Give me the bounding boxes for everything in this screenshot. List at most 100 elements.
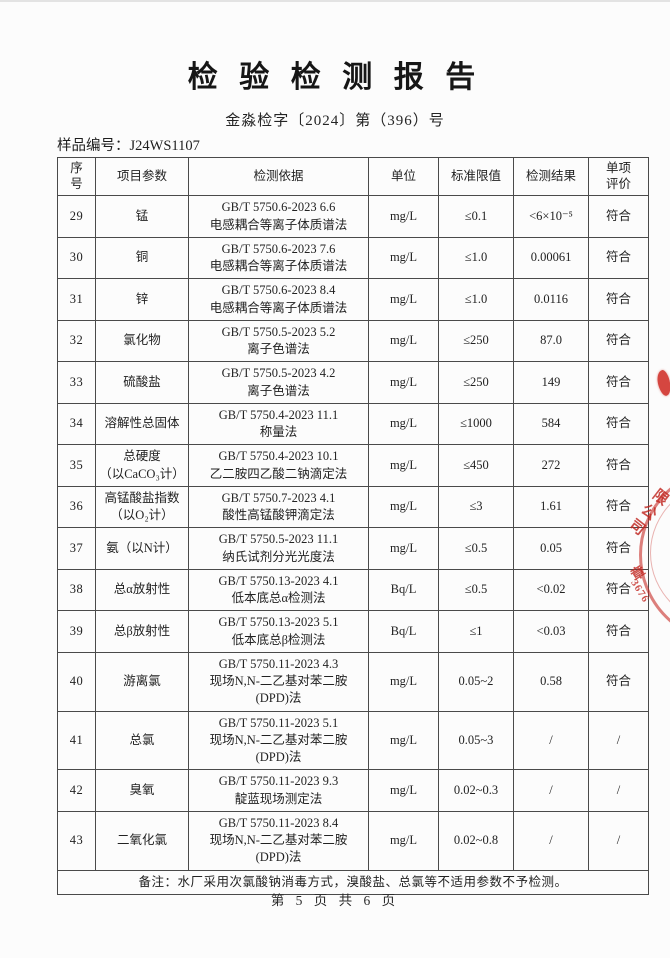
table-row: 32 氯化物 GB/T 5750.5-2023 5.2 离子色谱法 mg/L ≤250 8… [57, 319, 649, 363]
cell-limit: ≤0.1 [438, 195, 514, 238]
table-row: 31 锌 GB/T 5750.6-2023 8.4 电感耦合等离子体质谱法 mg/L ≤… [57, 278, 649, 321]
header-row: 序 号 项目参数 检测依据 单位 标准限值 检测结果 单项 评价 [57, 156, 649, 197]
cell-no: 37 [57, 527, 96, 570]
cell-param: 总硬度 （以CaCO₃计） [95, 444, 189, 487]
cell-no: 42 [57, 769, 96, 812]
cell-eval: 符合 [588, 402, 649, 446]
cell-param: 硫酸盐 [95, 361, 189, 404]
cell-unit: mg/L [368, 710, 439, 771]
red-seal-dot [655, 368, 670, 398]
cell-method: GB/T 5750.11-2023 8.4 现场N,N-二乙基对苯二胺 (DPD… [188, 810, 369, 871]
cell-result: / [513, 769, 589, 812]
cell-result: 0.58 [513, 651, 589, 712]
table-row: 33 硫酸盐 GB/T 5750.5-2023 4.2 离子色谱法 mg/L ≤250 1… [57, 361, 649, 404]
cell-param: 臭氧 [95, 769, 189, 812]
cell-param: 氨（以N计） [95, 527, 189, 570]
cell-result: 0.00061 [513, 236, 589, 280]
cell-param: 总β放射性 [95, 610, 189, 653]
header-cell-result: 检测结果 [513, 156, 589, 197]
cell-param: 游离氯 [95, 651, 189, 712]
cell-no: 33 [57, 361, 96, 404]
header-cell-method: 检测依据 [188, 156, 369, 197]
table-row: 36 高锰酸盐指数 （以O₂计） GB/T 5750.7-2023 4.1 酸性高锰… [57, 485, 649, 529]
table-row: 39 总β放射性 GB/T 5750.13-2023 5.1 低本底总β检测法 Bq/… [57, 610, 649, 653]
cell-unit: mg/L [368, 319, 439, 363]
cell-unit: mg/L [368, 236, 439, 280]
cell-no: 39 [57, 610, 96, 653]
cell-method: GB/T 5750.11-2023 5.1 现场N,N-二乙基对苯二胺 (DPD… [188, 710, 369, 771]
cell-limit: ≤450 [438, 444, 514, 487]
cell-limit: ≤3 [438, 485, 514, 529]
cell-unit: mg/L [368, 402, 439, 446]
note-row: 备注：水厂采用次氯酸钠消毒方式，溴酸盐、总氯等不适用参数不予检测。 [57, 869, 649, 895]
cell-param: 锰 [95, 195, 189, 238]
sample-number: 样品编号：J24WS1107 [57, 138, 200, 154]
cell-eval: 符合 [588, 361, 649, 404]
cell-unit: mg/L [368, 361, 439, 404]
cell-method: GB/T 5750.13-2023 5.1 低本底总β检测法 [188, 610, 369, 653]
cell-result: 0.0116 [513, 278, 589, 321]
cell-unit: mg/L [368, 444, 439, 487]
results-table-head: 序 号 项目参数 检测依据 单位 标准限值 检测结果 单项 评价 [57, 156, 649, 197]
header-cell-limit: 标准限值 [438, 156, 514, 197]
cell-method: GB/T 5750.6-2023 8.4 电感耦合等离子体质谱法 [188, 278, 369, 321]
cell-result: 0.05 [513, 527, 589, 570]
cell-method: GB/T 5750.6-2023 7.6 电感耦合等离子体质谱法 [188, 236, 369, 280]
cell-unit: Bq/L [368, 610, 439, 653]
cell-method: GB/T 5750.4-2023 10.1 乙二胺四乙酸二钠滴定法 [188, 444, 369, 487]
cell-eval: 符合 [588, 278, 649, 321]
header-cell-param: 项目参数 [95, 156, 189, 197]
cell-eval: / [588, 769, 649, 812]
cell-no: 32 [57, 319, 96, 363]
cell-no: 30 [57, 236, 96, 280]
table-row: 41 总氯 GB/T 5750.11-2023 5.1 现场N,N-二乙基对苯二胺 … [57, 710, 649, 771]
cell-eval: 符合 [588, 444, 649, 487]
table-row: 35 总硬度 （以CaCO₃计） GB/T 5750.4-2023 10.1 乙二胺… [57, 444, 649, 487]
cell-no: 31 [57, 278, 96, 321]
cell-eval: 符合 [588, 236, 649, 280]
cell-eval: 符合 [588, 568, 649, 612]
cell-no: 29 [57, 195, 96, 238]
table-row: 43 二氧化氯 GB/T 5750.11-2023 8.4 现场N,N-二乙基对苯二… [57, 810, 649, 871]
cell-unit: mg/L [368, 769, 439, 812]
cell-method: GB/T 5750.11-2023 9.3 靛蓝现场测定法 [188, 769, 369, 812]
cell-limit: ≤1.0 [438, 278, 514, 321]
results-table: 序 号 项目参数 检测依据 单位 标准限值 检测结果 单项 评价 29 锰 GB/T… [57, 156, 649, 895]
cell-no: 38 [57, 568, 96, 612]
cell-method: GB/T 5750.13-2023 4.1 低本底总α检测法 [188, 568, 369, 612]
cell-limit: 0.05~2 [438, 651, 514, 712]
note-text: 备注：水厂采用次氯酸钠消毒方式，溴酸盐、总氯等不适用参数不予检测。 [57, 869, 649, 895]
cell-method: GB/T 5750.7-2023 4.1 酸性高锰酸钾滴定法 [188, 485, 369, 529]
header-cell-no: 序 号 [57, 156, 96, 197]
table-row: 34 溶解性总固体 GB/T 5750.4-2023 11.1 称量法 mg/L ≤10… [57, 402, 649, 446]
cell-limit: ≤0.5 [438, 568, 514, 612]
cell-result: 149 [513, 361, 589, 404]
cell-result: / [513, 710, 589, 771]
cell-no: 40 [57, 651, 96, 712]
cell-param: 氯化物 [95, 319, 189, 363]
cell-limit: 0.02~0.8 [438, 810, 514, 871]
cell-eval: / [588, 810, 649, 871]
cell-no: 41 [57, 710, 96, 771]
scan-edge [0, 0, 670, 2]
cell-result: 272 [513, 444, 589, 487]
cell-limit: ≤0.5 [438, 527, 514, 570]
results-table-body: 29 锰 GB/T 5750.6-2023 6.6 电感耦合等离子体质谱法 mg/L ≤… [57, 195, 649, 871]
cell-method: GB/T 5750.4-2023 11.1 称量法 [188, 402, 369, 446]
cell-method: GB/T 5750.5-2023 5.2 离子色谱法 [188, 319, 369, 363]
red-seal-fragment: 限公司 章 3676 [626, 450, 670, 655]
cell-limit: ≤1000 [438, 402, 514, 446]
cell-result: <0.03 [513, 610, 589, 653]
cell-eval: 符合 [588, 610, 649, 653]
cell-limit: 0.02~0.3 [438, 769, 514, 812]
cell-result: <0.02 [513, 568, 589, 612]
cell-unit: mg/L [368, 651, 439, 712]
cell-result: 87.0 [513, 319, 589, 363]
cell-param: 二氧化氯 [95, 810, 189, 871]
cell-param: 总氯 [95, 710, 189, 771]
cell-limit: 0.05~3 [438, 710, 514, 771]
cell-no: 35 [57, 444, 96, 487]
table-row: 30 铜 GB/T 5750.6-2023 7.6 电感耦合等离子体质谱法 mg/L ≤… [57, 236, 649, 280]
cell-no: 43 [57, 810, 96, 871]
cell-method: GB/T 5750.5-2023 11.1 纳氏试剂分光光度法 [188, 527, 369, 570]
